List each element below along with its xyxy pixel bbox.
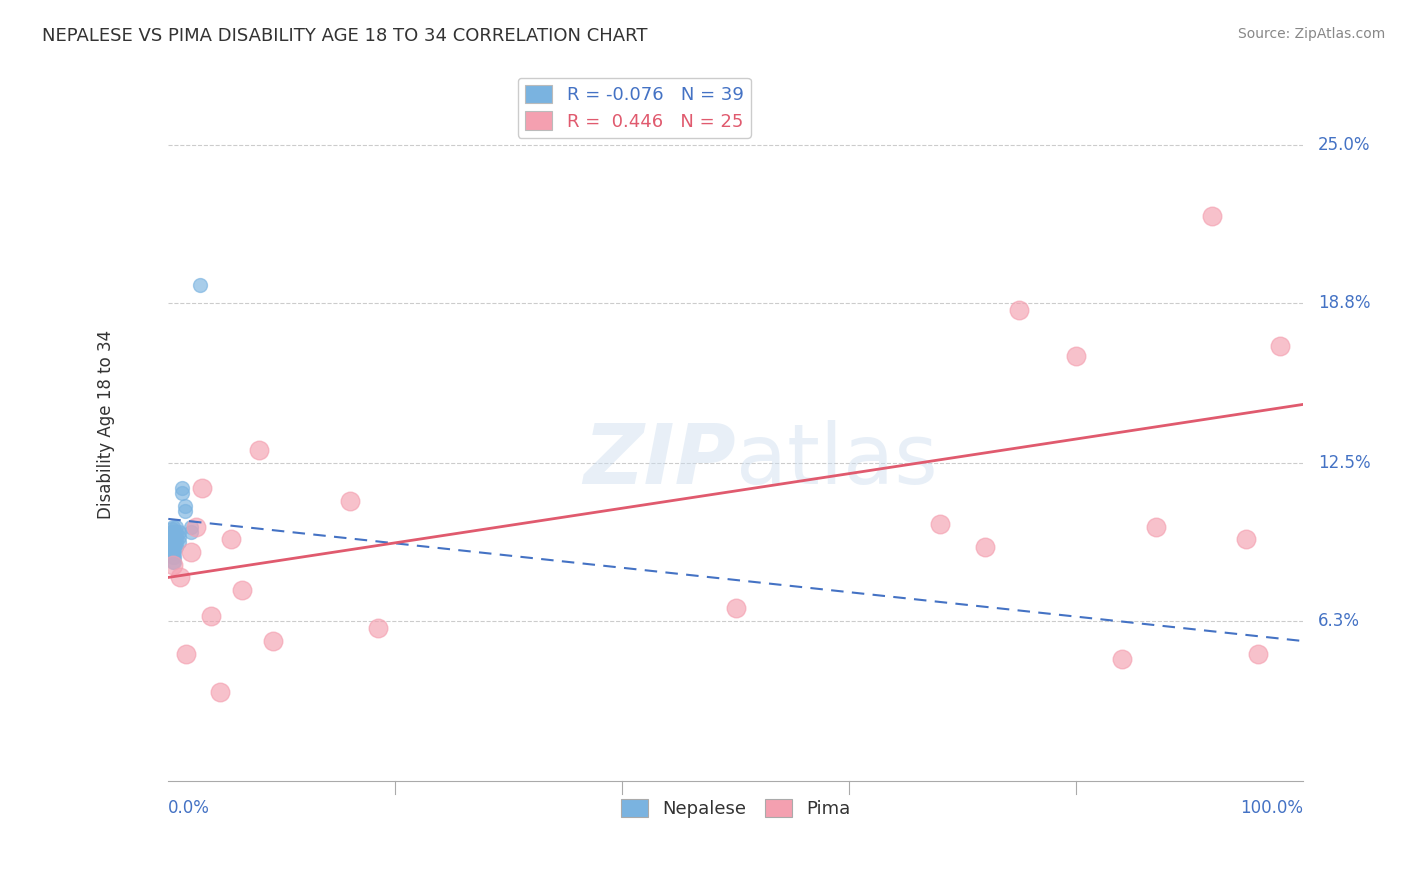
Point — [163, 530, 186, 544]
Point — [170, 482, 193, 496]
Point — [160, 522, 183, 536]
Text: 12.5%: 12.5% — [1317, 454, 1371, 472]
Point — [1008, 303, 1031, 318]
Point — [1064, 349, 1087, 363]
Text: 18.8%: 18.8% — [1317, 293, 1371, 311]
Point — [170, 486, 193, 500]
Point — [165, 534, 187, 549]
Point — [169, 570, 191, 584]
Text: Source: ZipAtlas.com: Source: ZipAtlas.com — [1237, 27, 1385, 41]
Point — [167, 530, 190, 544]
Point — [162, 530, 184, 544]
Text: 25.0%: 25.0% — [1317, 136, 1371, 153]
Point — [974, 540, 997, 554]
Point — [209, 685, 232, 699]
Legend: Nepalese, Pima: Nepalese, Pima — [614, 791, 858, 825]
Point — [160, 534, 183, 549]
Point — [163, 540, 186, 554]
Point — [184, 519, 207, 533]
Point — [162, 558, 184, 572]
Point — [231, 583, 253, 598]
Point — [165, 540, 187, 554]
Point — [247, 443, 270, 458]
Point — [160, 542, 183, 557]
Point — [160, 524, 183, 539]
Point — [1234, 533, 1257, 547]
Point — [929, 516, 952, 531]
Text: 100.0%: 100.0% — [1240, 799, 1303, 817]
Point — [200, 608, 222, 623]
Point — [160, 540, 183, 554]
Point — [167, 534, 190, 549]
Point — [339, 494, 361, 508]
Point — [163, 524, 186, 539]
Point — [160, 537, 183, 551]
Point — [163, 555, 186, 569]
Point — [191, 482, 214, 496]
Point — [180, 524, 202, 539]
Point — [162, 534, 184, 549]
Point — [165, 524, 187, 539]
Point — [1144, 519, 1167, 533]
Point — [1270, 339, 1292, 353]
Point — [162, 550, 184, 565]
Point — [160, 530, 183, 544]
Point — [167, 524, 190, 539]
Point — [219, 533, 242, 547]
Point — [162, 545, 184, 559]
Point — [162, 519, 184, 533]
Point — [180, 545, 202, 559]
Point — [1111, 652, 1133, 666]
Point — [180, 519, 202, 533]
Point — [262, 634, 284, 648]
Point — [367, 621, 389, 635]
Text: NEPALESE VS PIMA DISABILITY AGE 18 TO 34 CORRELATION CHART: NEPALESE VS PIMA DISABILITY AGE 18 TO 34… — [42, 27, 648, 45]
Point — [174, 499, 197, 513]
Point — [163, 534, 186, 549]
Text: ZIP: ZIP — [583, 420, 735, 501]
Point — [162, 524, 184, 539]
Point — [165, 519, 187, 533]
Point — [1247, 647, 1270, 661]
Point — [160, 527, 183, 541]
Point — [163, 545, 186, 559]
Point — [162, 555, 184, 569]
Point — [174, 504, 197, 518]
Text: Disability Age 18 to 34: Disability Age 18 to 34 — [97, 330, 115, 519]
Point — [165, 530, 187, 544]
Text: atlas: atlas — [735, 420, 938, 501]
Point — [176, 647, 198, 661]
Text: 6.3%: 6.3% — [1317, 612, 1360, 630]
Point — [724, 601, 747, 615]
Point — [1201, 209, 1223, 223]
Point — [163, 550, 186, 565]
Text: 0.0%: 0.0% — [169, 799, 209, 817]
Point — [188, 277, 211, 292]
Point — [162, 540, 184, 554]
Point — [160, 533, 183, 547]
